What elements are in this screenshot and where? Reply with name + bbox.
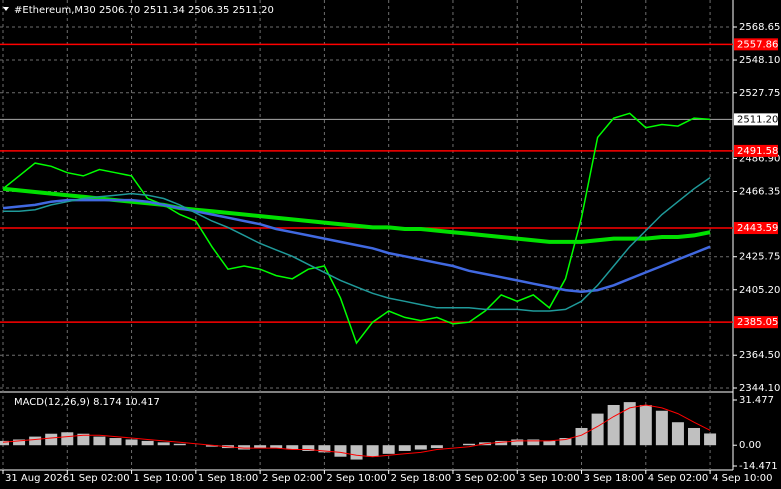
price-line [3, 176, 711, 312]
macd-bar [511, 439, 524, 446]
x-tick-label: 2 Sep 10:00 [326, 473, 386, 484]
level-label: 2385.05 [737, 317, 778, 328]
x-tick-label: 1 Sep 02:00 [69, 473, 129, 484]
macd-tick-label: -14.471 [739, 461, 778, 472]
macd-bar [671, 422, 684, 446]
macd-bar [302, 445, 315, 451]
level-label: 2491.58 [737, 146, 778, 157]
macd-bar [318, 445, 331, 453]
macd-bar [205, 445, 218, 447]
y-tick-label: 2425.75 [739, 252, 780, 263]
macd-bar [559, 438, 572, 446]
level-box [734, 144, 778, 157]
level-box [734, 222, 778, 235]
macd-bar [430, 445, 443, 449]
macd-bar [157, 442, 170, 446]
macd-bar [414, 445, 427, 450]
macd-bar [270, 445, 283, 449]
macd-bar [13, 439, 26, 446]
x-tick-label: 3 Sep 18:00 [584, 473, 644, 484]
macd-bar [125, 439, 138, 446]
y-tick-label: 2405.20 [739, 285, 780, 296]
title-arrow [3, 7, 9, 11]
macd-bar [543, 440, 556, 446]
macd-bar [704, 433, 717, 446]
macd-title: MACD(12,26,9) 8.174 10.417 [14, 397, 160, 408]
y-tick-label: 2466.35 [739, 186, 780, 197]
macd-bar [623, 402, 636, 446]
x-tick-label: 3 Sep 10:00 [519, 473, 579, 484]
macd-bar [0, 440, 9, 446]
x-tick-label: 1 Sep 18:00 [198, 473, 258, 484]
x-tick-label: 2 Sep 02:00 [262, 473, 322, 484]
macd-bar [463, 443, 476, 446]
level-box [734, 316, 778, 329]
macd-bar [366, 445, 379, 457]
level-label: 2557.86 [737, 39, 778, 50]
macd-tick-label: 0.00 [739, 440, 761, 451]
macd-bar [607, 404, 620, 446]
y-tick-label: 2527.75 [739, 88, 780, 99]
last-price-box [734, 113, 778, 126]
x-tick-label: 4 Sep 02:00 [648, 473, 708, 484]
x-tick-label: 2 Sep 18:00 [391, 473, 451, 484]
level-label: 2443.59 [737, 223, 778, 234]
macd-bar [77, 433, 90, 446]
x-tick-label: 4 Sep 10:00 [712, 473, 772, 484]
macd-bar [495, 440, 508, 446]
macd-bar [286, 445, 299, 450]
macd-bar [639, 404, 652, 446]
last-price-label: 2511.20 [737, 114, 778, 125]
macd-bar [688, 427, 701, 446]
macd-bar [238, 445, 251, 450]
macd-bar [398, 445, 411, 451]
macd-bar [173, 443, 186, 446]
macd-bar [655, 410, 668, 446]
x-tick-label: 3 Sep 02:00 [455, 473, 515, 484]
macd-bar [45, 433, 58, 446]
y-tick-label: 2548.10 [739, 55, 780, 66]
macd-bar [575, 427, 588, 446]
macd-bar [254, 445, 267, 449]
macd-bar [382, 445, 395, 454]
macd-bar [93, 436, 106, 446]
y-tick-label: 2486.90 [739, 153, 780, 164]
y-tick-label: 2364.50 [739, 350, 780, 361]
y-tick-label: 2344.10 [739, 383, 780, 394]
macd-bar [334, 445, 347, 457]
y-tick-label: 2568.65 [739, 22, 780, 33]
x-tick-label: 1 Sep 10:00 [134, 473, 194, 484]
macd-bar [29, 436, 42, 446]
macd-bar [527, 439, 540, 446]
macd-bar [109, 438, 122, 446]
chart-title: #Ethereum,M30 2506.70 2511.34 2506.35 25… [14, 5, 274, 16]
macd-bar [591, 413, 604, 446]
macd-bar [141, 440, 154, 446]
macd-bar [350, 445, 363, 460]
x-tick-label: 31 Aug 2026 [5, 473, 69, 484]
macd-tick-label: 31.477 [739, 395, 774, 406]
macd-bar [61, 432, 74, 446]
price-line [2, 112, 711, 345]
macd-signal [2, 404, 711, 458]
level-box [734, 38, 778, 51]
